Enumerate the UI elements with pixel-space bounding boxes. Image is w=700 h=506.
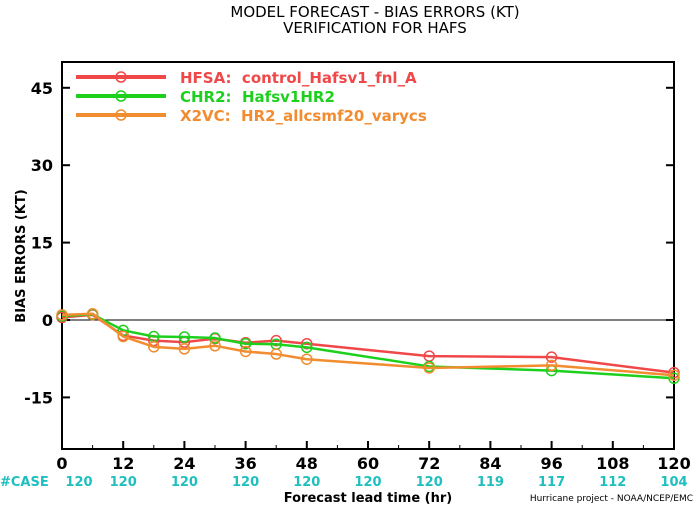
y-axis-ticks: -15 0 15 30 45 [24, 79, 674, 407]
series-point [239, 345, 252, 358]
x-tick-label: 84 [479, 454, 501, 473]
y-tick-label: 0 [42, 311, 53, 330]
x-axis-ticks: 0 12 24 36 48 60 72 84 96 108 120 [56, 441, 691, 473]
x-tick-label: 36 [234, 454, 256, 473]
case-count-value: 104 [660, 475, 687, 490]
x-tick-label: 108 [596, 454, 629, 473]
case-count-value: 120 [65, 475, 92, 490]
legend-swatch-marker [115, 109, 127, 121]
series-point [209, 332, 221, 344]
legend-swatch-marker [115, 90, 127, 102]
series-point [56, 309, 68, 321]
case-count-label: #CASE [0, 475, 49, 490]
case-count-row: #CASE 120 120 120 120 120 120 120 119 117 112 104 [0, 475, 688, 490]
series-point [668, 369, 680, 381]
x-tick-label: 12 [112, 454, 134, 473]
series-point [209, 340, 221, 352]
series-point [301, 353, 313, 365]
case-count-value: 120 [232, 475, 259, 490]
y-tick-label: 30 [31, 156, 53, 175]
case-count-value: 117 [538, 475, 565, 490]
case-count-value: 112 [599, 475, 626, 490]
y-tick-label: 15 [31, 234, 53, 253]
series-point [270, 348, 282, 360]
x-axis-label: Forecast lead time (hr) [284, 491, 452, 506]
y-tick-label: -15 [24, 388, 53, 407]
case-count-value: 120 [354, 475, 381, 490]
legend-swatch-marker [115, 71, 127, 83]
series-point [545, 359, 558, 372]
series-point [239, 337, 252, 350]
legend-entry-label: X2VC: HR2_allcsmf20_varycs [180, 107, 427, 125]
y-axis-label: BIAS ERRORS (KT) [14, 189, 29, 322]
case-count-value: 120 [293, 475, 320, 490]
x-tick-label: 48 [296, 454, 318, 473]
series-point [178, 331, 191, 343]
chart-title: MODEL FORECAST - BIAS ERRORS (KT) [230, 3, 519, 21]
x-tick-label: 96 [540, 454, 562, 473]
series-point [86, 308, 99, 320]
series-line [61, 312, 675, 377]
x-tick-label: 0 [56, 454, 67, 473]
x-tick-label: 60 [357, 454, 379, 473]
case-count-value: 119 [477, 475, 504, 490]
x-tick-label: 72 [418, 454, 440, 473]
series-point [270, 334, 282, 347]
series-point [545, 351, 558, 363]
series-point [423, 362, 435, 374]
legend-entry-label: CHR2: Hafsv1HR2 [180, 88, 335, 106]
series-point [117, 330, 129, 343]
chart-subtitle: VERIFICATION FOR HAFS [283, 19, 467, 37]
series-point [178, 343, 191, 355]
series-point [301, 337, 313, 350]
series-group [56, 308, 680, 385]
y-tick-label: 45 [31, 79, 53, 98]
series-point [301, 341, 313, 354]
legend-entry-label: HFSA: control_Hafsv1_fnl_A [180, 69, 417, 87]
series-point [668, 372, 680, 385]
series-point [148, 341, 160, 353]
x-tick-label: 24 [173, 454, 195, 473]
case-count-value: 120 [171, 475, 198, 490]
x-tick-label: 120 [657, 454, 690, 473]
case-count-value: 120 [416, 475, 443, 490]
case-count-value: 120 [110, 475, 137, 490]
credit-text: Hurricane project - NOAA/NCEP/EMC [530, 494, 693, 504]
